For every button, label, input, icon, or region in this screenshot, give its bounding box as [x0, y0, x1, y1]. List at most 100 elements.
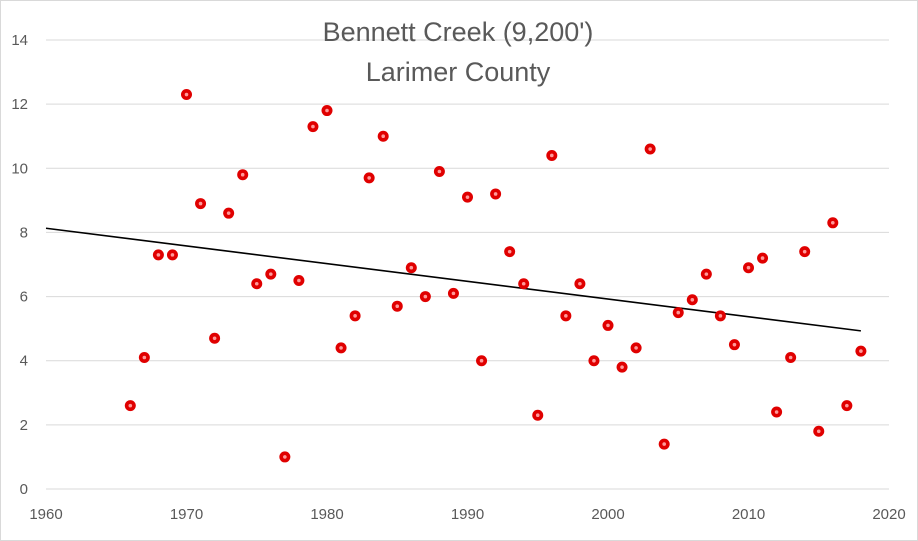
data-point-highlight: [718, 314, 723, 318]
data-point: [181, 89, 192, 101]
data-point: [560, 310, 572, 322]
data-point: [728, 339, 740, 351]
y-tick-label: 6: [20, 289, 28, 306]
data-point: [490, 188, 502, 200]
data-point-highlight: [339, 346, 343, 350]
data-points: [124, 89, 867, 463]
data-point: [447, 287, 459, 299]
trendline-layer: [45, 227, 861, 332]
data-point: [195, 198, 207, 210]
data-point-highlight: [521, 281, 526, 286]
x-tick-label: 2010: [732, 506, 765, 523]
y-tick-label: 10: [11, 160, 28, 177]
x-tick-label: 1980: [310, 506, 343, 523]
data-point-highlight: [465, 195, 470, 199]
data-point: [152, 249, 164, 261]
data-point-highlight: [479, 358, 484, 363]
data-point: [518, 278, 530, 290]
data-point-highlight: [269, 272, 273, 276]
data-point: [293, 275, 305, 287]
data-point-highlight: [128, 403, 133, 408]
data-point-highlight: [409, 265, 414, 270]
gridlines: [46, 39, 889, 426]
data-point-highlight: [634, 346, 638, 350]
data-point-highlight: [816, 429, 821, 434]
x-tick-label: 2020: [872, 506, 905, 523]
data-point-highlight: [690, 297, 695, 302]
data-point: [714, 310, 726, 322]
data-point: [335, 342, 347, 354]
data-point: [237, 169, 249, 181]
data-point: [307, 121, 319, 133]
data-point-highlight: [746, 265, 751, 270]
data-point-highlight: [648, 147, 652, 151]
data-point-highlight: [170, 253, 175, 257]
data-point-highlight: [437, 169, 442, 174]
data-point: [799, 246, 811, 258]
data-point: [616, 361, 628, 373]
data-point: [672, 307, 684, 319]
data-point-highlight: [592, 358, 596, 363]
data-point-highlight: [831, 221, 835, 225]
data-point-highlight: [212, 336, 217, 341]
data-point-highlight: [198, 201, 203, 206]
data-point-highlight: [311, 124, 315, 129]
data-point-highlight: [662, 442, 666, 446]
data-point: [223, 207, 235, 219]
data-point: [532, 409, 544, 421]
data-point-highlight: [395, 304, 400, 308]
data-point: [279, 451, 291, 463]
data-point: [785, 352, 797, 364]
data-point: [743, 262, 754, 274]
y-tick-label: 0: [20, 481, 28, 498]
data-point-highlight: [507, 249, 512, 254]
data-point-highlight: [676, 310, 681, 315]
y-tick-label: 14: [11, 32, 28, 49]
data-point-highlight: [184, 92, 189, 97]
data-point: [377, 130, 389, 142]
data-point: [265, 268, 277, 280]
data-point-highlight: [451, 291, 456, 296]
data-point: [405, 262, 417, 274]
data-point: [166, 249, 178, 261]
data-point-highlight: [564, 314, 568, 318]
data-point: [827, 217, 839, 229]
tick-labels: 0 2 4 6 8 10 12 14 1960 1970 1980 1990 2000 2010 2020: [11, 32, 905, 523]
data-point: [124, 400, 136, 412]
data-point-highlight: [142, 355, 147, 360]
data-point-highlight: [535, 413, 540, 418]
data-point-highlight: [254, 281, 259, 286]
data-point: [841, 400, 853, 412]
data-point-highlight: [578, 281, 582, 286]
data-point: [504, 246, 516, 258]
data-point: [855, 345, 867, 357]
data-point: [138, 352, 150, 364]
data-point: [419, 291, 431, 303]
data-point: [251, 278, 263, 290]
data-point-highlight: [381, 134, 386, 139]
data-point: [588, 355, 600, 367]
x-tick-label: 1990: [451, 506, 484, 523]
data-point-highlight: [732, 342, 737, 347]
data-point: [813, 425, 825, 437]
data-point-highlight: [845, 403, 849, 408]
data-point-highlight: [493, 192, 498, 196]
data-point-highlight: [156, 253, 161, 257]
data-point: [644, 143, 656, 155]
data-point-highlight: [760, 256, 765, 260]
data-point-highlight: [367, 176, 371, 180]
data-point: [391, 300, 403, 312]
data-point: [630, 342, 642, 354]
data-point-highlight: [550, 153, 554, 158]
data-point-highlight: [240, 172, 245, 177]
y-tick-label: 2: [20, 417, 28, 434]
data-point: [574, 278, 586, 290]
x-tick-label: 2000: [591, 506, 624, 523]
y-tick-label: 4: [20, 353, 28, 370]
data-point-highlight: [226, 211, 231, 215]
y-tick-label: 8: [20, 224, 28, 241]
data-point-highlight: [297, 278, 301, 283]
y-tick-label: 12: [11, 96, 28, 113]
